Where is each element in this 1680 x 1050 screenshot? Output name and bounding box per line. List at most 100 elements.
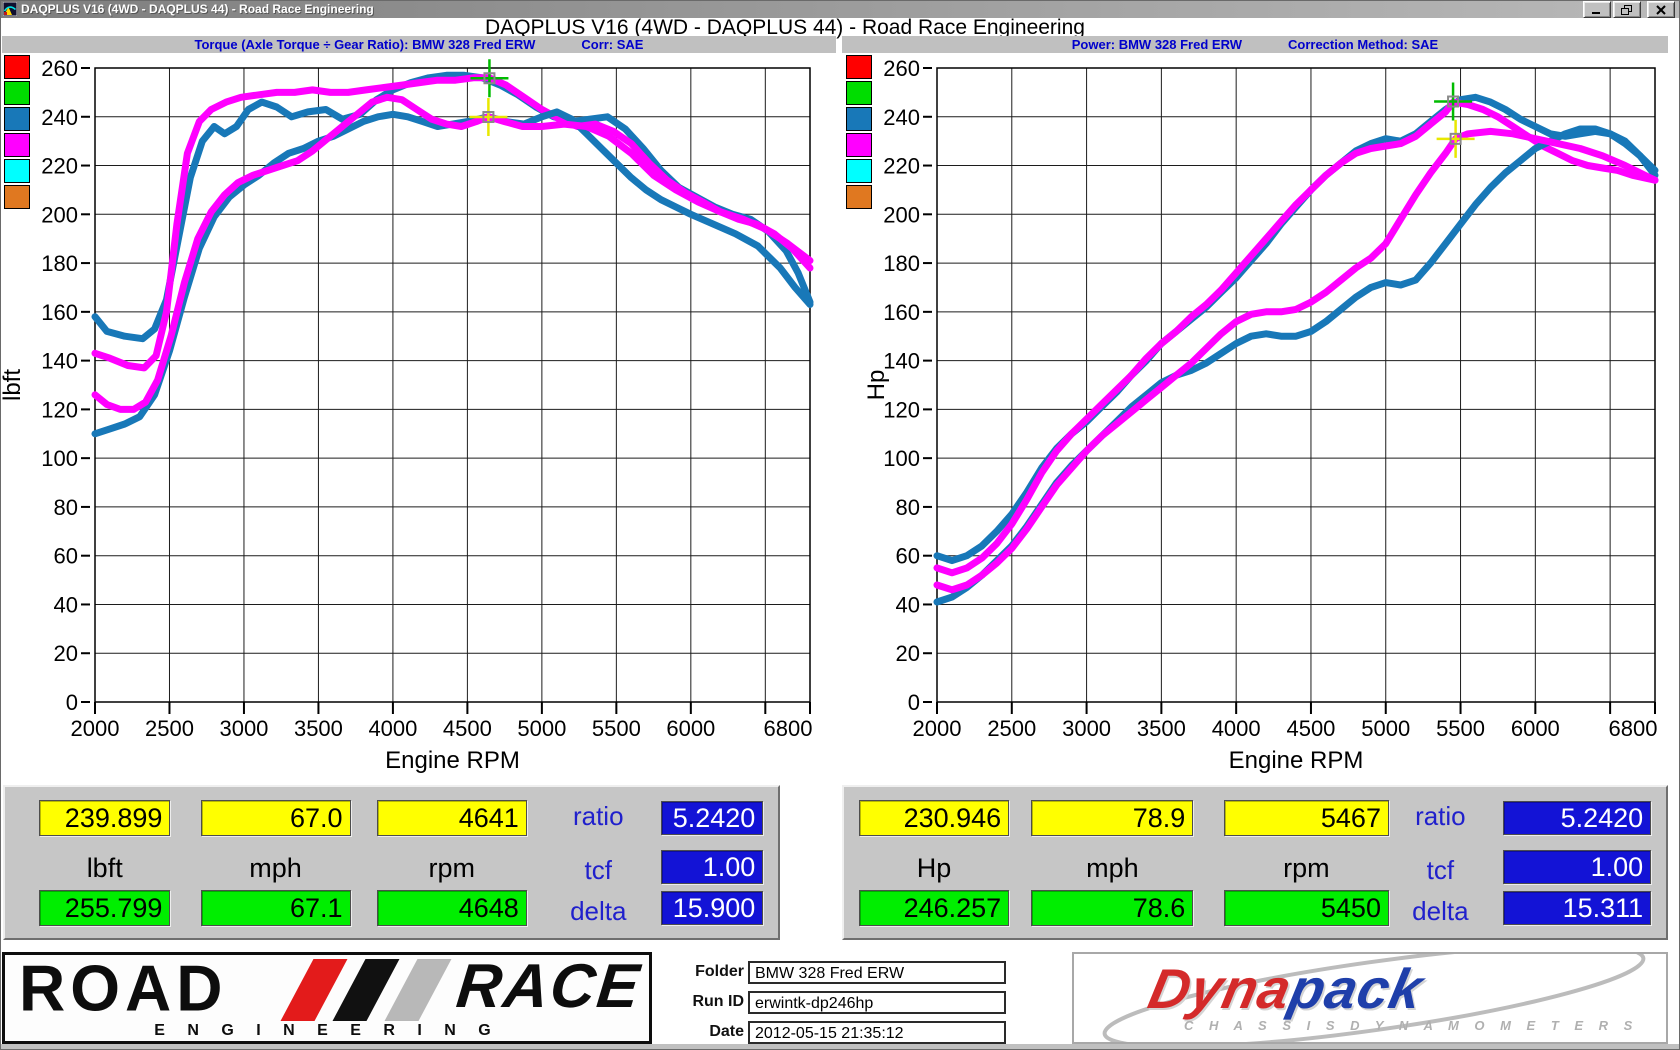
svg-text:200: 200 bbox=[883, 202, 920, 227]
svg-text:5500: 5500 bbox=[592, 716, 641, 741]
svg-text:120: 120 bbox=[41, 397, 78, 422]
legend-swatch[interactable] bbox=[846, 185, 872, 209]
restore-icon bbox=[1621, 4, 1632, 15]
power-delta-value: 15.311 bbox=[1503, 891, 1652, 925]
svg-text:6000: 6000 bbox=[666, 716, 715, 741]
window-controls bbox=[1583, 1, 1675, 18]
rpm-label: rpm bbox=[428, 853, 476, 883]
run2-power-magenta bbox=[933, 127, 1659, 594]
svg-text:Hp: Hp bbox=[863, 370, 890, 401]
svg-text:5000: 5000 bbox=[1361, 716, 1410, 741]
svg-text:lbft: lbft bbox=[0, 369, 26, 401]
legend-swatch[interactable] bbox=[846, 133, 872, 157]
power-correction-label: Correction Method: SAE bbox=[1288, 37, 1439, 52]
svg-text:40: 40 bbox=[54, 592, 78, 617]
power-run-legend bbox=[846, 55, 872, 211]
svg-text:260: 260 bbox=[41, 56, 78, 81]
svg-text:6800: 6800 bbox=[764, 716, 813, 741]
legend-swatch[interactable] bbox=[4, 133, 30, 157]
ratio-label: ratio bbox=[1415, 801, 1466, 831]
power-cursor-mph: 78.9 bbox=[1031, 800, 1194, 836]
svg-text:4500: 4500 bbox=[1286, 716, 1335, 741]
logo-word-road: ROAD bbox=[19, 952, 228, 1025]
svg-text:220: 220 bbox=[41, 154, 78, 179]
legend-swatch[interactable] bbox=[846, 107, 872, 131]
torque-unit-label: lbft bbox=[86, 853, 123, 883]
power-ratio-value: 5.2420 bbox=[1503, 801, 1652, 835]
svg-text:3000: 3000 bbox=[219, 716, 268, 741]
torque-peak-value: 255.799 bbox=[39, 890, 171, 926]
svg-text:6800: 6800 bbox=[1609, 716, 1658, 741]
dynapack-wordmark: Dynapack bbox=[1143, 956, 1429, 1021]
legend-swatch[interactable] bbox=[4, 107, 30, 131]
road-race-engineering-logo: ROAD RACE E N G I N E E R I N G bbox=[2, 952, 652, 1044]
svg-text:6000: 6000 bbox=[1511, 716, 1560, 741]
minimize-button[interactable] bbox=[1583, 1, 1611, 18]
torque-readout-panel: 239.899 67.0 4641 ratio 5.2420 lbft mph … bbox=[3, 785, 780, 940]
svg-text:80: 80 bbox=[54, 495, 78, 520]
svg-text:5000: 5000 bbox=[517, 716, 566, 741]
power-chart-title: Power: BMW 328 Fred ERW bbox=[1071, 37, 1242, 52]
legend-swatch[interactable] bbox=[4, 81, 30, 105]
svg-text:100: 100 bbox=[883, 446, 920, 471]
torque-chart-header: Torque (Axle Torque ÷ Gear Ratio): BMW 3… bbox=[2, 36, 836, 53]
run-id-field[interactable]: erwintk-dp246hp bbox=[748, 991, 1006, 1014]
power-peak-value: 246.257 bbox=[858, 890, 1010, 926]
svg-text:4000: 4000 bbox=[368, 716, 417, 741]
power-cursor-rpm: 5467 bbox=[1223, 800, 1389, 836]
ratio-label: ratio bbox=[572, 801, 624, 831]
svg-text:180: 180 bbox=[883, 251, 920, 276]
logo-slashes bbox=[280, 959, 457, 1021]
legend-swatch[interactable] bbox=[846, 159, 872, 183]
svg-text:3000: 3000 bbox=[1062, 716, 1111, 741]
svg-text:20: 20 bbox=[896, 641, 920, 666]
window-title: DAQPLUS V16 (4WD - DAQPLUS 44) - Road Ra… bbox=[21, 2, 374, 16]
power-peak-rpm: 5450 bbox=[1223, 890, 1389, 926]
torque-run-legend bbox=[4, 55, 30, 211]
svg-text:Engine RPM: Engine RPM bbox=[1229, 747, 1364, 774]
chart-cursor-marker[interactable] bbox=[483, 72, 496, 85]
dyno-charts-canvas[interactable]: 0204060801001201401601802002202402602000… bbox=[0, 0, 1680, 800]
svg-text:2500: 2500 bbox=[987, 716, 1036, 741]
legend-swatch[interactable] bbox=[4, 159, 30, 183]
run1-power-blue bbox=[933, 93, 1659, 565]
torque-cursor-rpm: 4641 bbox=[376, 800, 527, 836]
run2-torque-magenta bbox=[91, 93, 814, 413]
chart-cursor-marker[interactable] bbox=[482, 111, 495, 124]
power-chart: 0 20 40 60 80 100 120 140 160 180 200 220 240 260 2000… bbox=[863, 56, 1659, 774]
svg-text:160: 160 bbox=[883, 300, 920, 325]
legend-swatch[interactable] bbox=[4, 185, 30, 209]
tcf-label: tcf bbox=[1426, 855, 1455, 885]
power-chart-header: Power: BMW 328 Fred ERW Correction Metho… bbox=[842, 36, 1668, 53]
close-button[interactable] bbox=[1647, 1, 1675, 18]
chart-cursor-marker[interactable] bbox=[1447, 95, 1460, 108]
chart-cursor-marker[interactable] bbox=[1449, 132, 1462, 145]
torque-chart-title: Torque (Axle Torque ÷ Gear Ratio): BMW 3… bbox=[194, 37, 536, 52]
date-field[interactable]: 2012-05-15 21:35:12 bbox=[748, 1021, 1006, 1044]
power-unit-label: Hp bbox=[916, 853, 952, 883]
legend-swatch[interactable] bbox=[846, 55, 872, 79]
window-titlebar: DAQPLUS V16 (4WD - DAQPLUS 44) - Road Ra… bbox=[0, 0, 1680, 18]
logo-word-race: RACE bbox=[453, 952, 645, 1021]
mph-label: mph bbox=[249, 853, 302, 883]
torque-delta-value: 15.900 bbox=[660, 891, 764, 925]
delta-label: delta bbox=[1412, 896, 1469, 926]
svg-text:80: 80 bbox=[896, 495, 920, 520]
svg-text:5500: 5500 bbox=[1436, 716, 1485, 741]
torque-ratio-value: 5.2420 bbox=[660, 801, 764, 835]
svg-text:140: 140 bbox=[883, 349, 920, 374]
folder-label: Folder bbox=[695, 963, 744, 980]
restore-button[interactable] bbox=[1613, 1, 1641, 18]
svg-text:180: 180 bbox=[41, 251, 78, 276]
legend-swatch[interactable] bbox=[846, 81, 872, 105]
logo-word-engineering: E N G I N E E R I N G bbox=[154, 1022, 500, 1039]
svg-text:2500: 2500 bbox=[145, 716, 194, 741]
folder-field[interactable]: BMW 328 Fred ERW bbox=[748, 961, 1006, 984]
window-bottom-edge bbox=[0, 1044, 1680, 1050]
svg-text:3500: 3500 bbox=[294, 716, 343, 741]
torque-correction-label: Corr: SAE bbox=[581, 37, 644, 52]
power-tcf-value: 1.00 bbox=[1503, 850, 1652, 884]
dynapack-subtitle: C H A S S I S D Y N A M O M E T E R S bbox=[1184, 1018, 1639, 1033]
logo-word-dyna: Dyna bbox=[1143, 957, 1298, 1020]
legend-swatch[interactable] bbox=[4, 55, 30, 79]
